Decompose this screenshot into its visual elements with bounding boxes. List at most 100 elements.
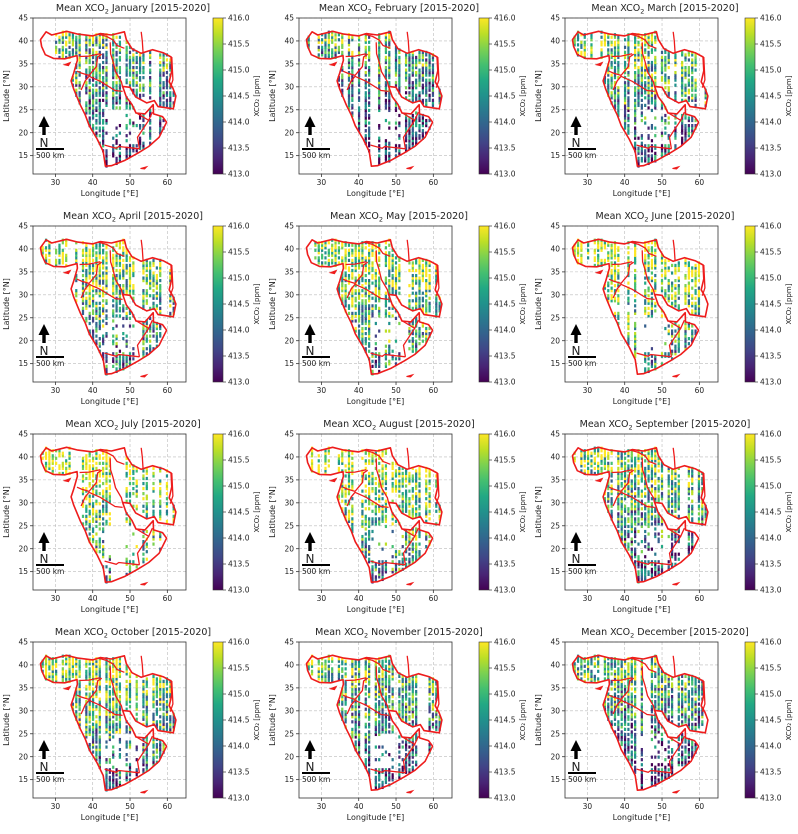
xco2-cell [398,268,401,273]
xco2-cell [351,76,354,80]
xco2-cell [634,248,637,252]
xco2-cell [327,248,330,252]
xco2-cell [617,301,620,305]
xco2-cell [421,278,424,283]
xco2-cell [105,466,108,471]
xco2-cell [640,134,643,138]
xco2-cell [122,248,125,252]
xco2-cell [165,492,169,496]
xco2-cell [627,118,630,123]
xco2-cell [364,545,367,549]
xco2-cell [681,76,684,80]
xco2-cell [378,68,381,72]
xco2-cell [617,263,620,268]
xco2-cell [660,76,664,80]
xco2-cell [102,273,105,278]
xco2-cell [357,331,361,336]
xco2-cell [68,456,71,460]
xco2-cell [623,70,627,75]
xco2-cell [681,63,684,67]
xco2-cell [61,464,64,468]
y-tick-label: 40 [550,37,560,46]
xco2-cell [634,136,637,140]
xco2-cell [138,76,142,80]
xco2-cell [674,131,677,135]
xco2-cell [691,123,694,128]
xco2-cell [118,151,122,155]
xco2-cell [85,466,88,471]
xco2-cell [384,314,388,318]
xco2-cell [674,73,677,77]
xco2-cell [118,106,122,110]
xco2-cell [341,243,344,247]
xco2-cell [149,339,152,343]
xco2-cell [691,63,694,67]
xco2-cell [378,499,381,503]
xco2-cell [48,258,51,263]
xco2-cell [425,81,428,85]
xco2-cell [613,276,617,280]
xco2-cell [169,96,172,100]
xco2-cell [95,316,98,321]
xco2-cell [364,309,367,313]
xco2-cell [347,48,351,52]
xco2-cell [415,329,418,333]
xco2-cell [132,70,135,75]
xco2-cell [112,286,115,290]
xco2-cell [364,246,367,250]
xco2-cell [381,517,384,521]
xco2-cell [98,316,101,321]
xco2-cell [347,91,351,95]
xco2-cell [91,60,95,65]
xco2-cell [681,65,684,70]
xco2-cell [145,557,148,561]
xco2-cell [351,512,354,516]
xco2-cell [650,76,654,80]
xco2-cell [81,459,85,463]
xco2-cell [384,70,388,75]
xco2-cell [142,352,145,356]
xco2-cell [613,76,617,80]
y-tick-label: 20 [18,336,28,345]
xco2-cell [647,301,650,305]
xco2-cell [115,63,118,67]
xco2-cell [159,68,162,72]
xco2-cell [122,359,125,363]
colorbar-tick-label: 414.0 [760,118,782,127]
xco2-cell [617,258,620,263]
xco2-cell [55,263,58,268]
xco2-cell [128,278,132,283]
xco2-cell [341,278,344,283]
xco2-cell [112,93,115,97]
xco2-cell [88,527,91,531]
xco2-cell [78,73,81,77]
xco2-cell [627,58,630,62]
xco2-cell [122,291,125,295]
xco2-cell [670,331,674,336]
xco2-cell [162,86,165,90]
xco2-cell [149,83,152,87]
colorbar [478,17,490,175]
xco2-cell [428,60,431,65]
xco2-cell [88,78,91,82]
xco2-cell [613,96,617,100]
xco2-cell [388,103,391,107]
xco2-cell [125,256,128,260]
xco2-cell [697,266,701,270]
xco2-cell [115,344,118,348]
xco2-cell [425,266,428,270]
xco2-cell [617,98,620,102]
xco2-cell [368,502,371,506]
xco2-cell [122,364,125,368]
xco2-cell [667,258,670,263]
xco2-cell [102,342,105,346]
xco2-cell [95,329,98,333]
xco2-cell [344,299,347,303]
xco2-cell [145,494,148,498]
xco2-cell [102,489,105,493]
xco2-cell [394,149,398,153]
xco2-cell [411,81,414,85]
xco2-cell [623,55,627,60]
xco2-cell [105,364,108,368]
xco2-cell [418,276,421,280]
